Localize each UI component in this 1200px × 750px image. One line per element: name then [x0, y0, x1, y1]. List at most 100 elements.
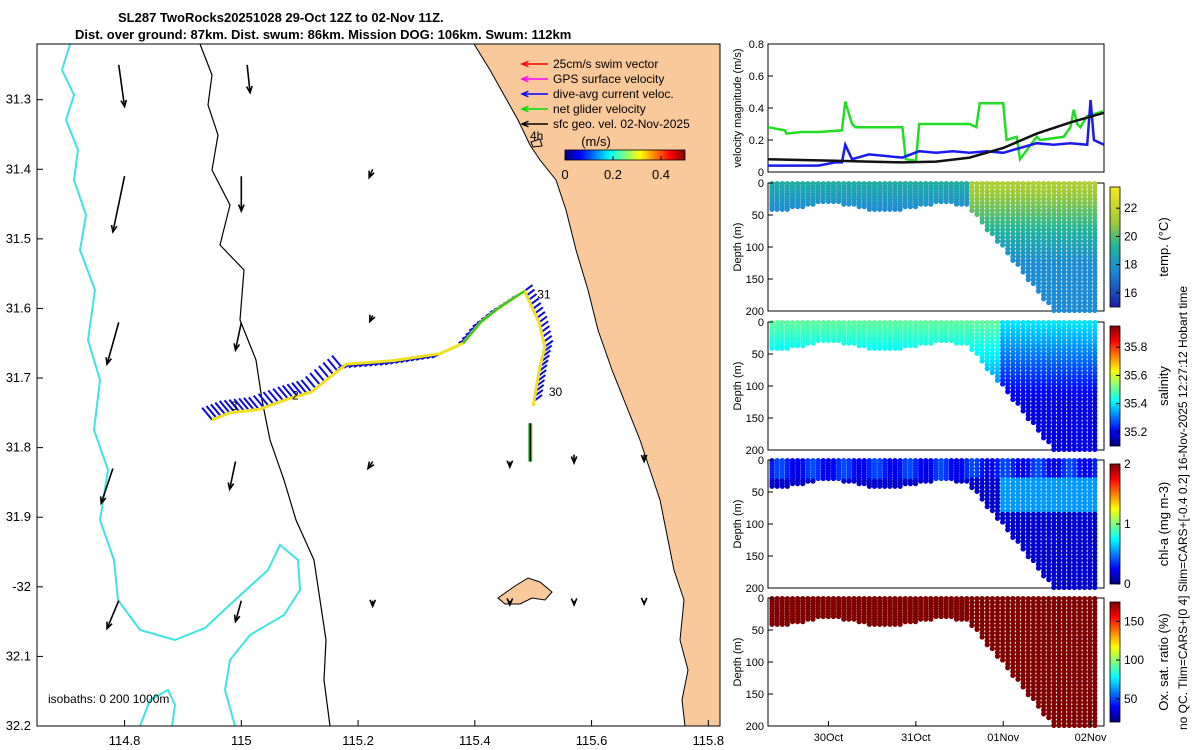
profile-sample	[1020, 335, 1026, 341]
profile-sample	[1046, 419, 1052, 426]
profile-sample	[1025, 362, 1031, 368]
profile-sample	[1056, 288, 1062, 294]
profile-sample	[810, 201, 816, 207]
profile-sample	[979, 327, 985, 333]
profile-sample	[1066, 381, 1072, 387]
profile-sample	[1082, 584, 1088, 590]
profile-sample	[1071, 350, 1077, 356]
current-vector	[248, 396, 260, 410]
profile-sample	[877, 621, 883, 627]
current-vector	[262, 391, 275, 405]
profile-sample	[1051, 188, 1057, 194]
profile-sample	[1071, 273, 1077, 279]
profile-sample	[1041, 223, 1047, 229]
profile-sample	[871, 483, 878, 489]
profile-sample	[1092, 354, 1098, 360]
profile-colorbar-tick-label: 2	[1124, 457, 1131, 471]
profile-sample	[1000, 219, 1006, 225]
profile-sample	[1087, 362, 1093, 368]
profile-sample	[1005, 373, 1011, 379]
profile-sample	[994, 362, 1001, 368]
profile-sample	[887, 206, 893, 212]
profile-sample	[1046, 288, 1052, 294]
profile-sample	[1066, 354, 1072, 360]
profile-sample	[1051, 393, 1057, 399]
profile-sample	[964, 478, 970, 484]
geo-velocity-arrow	[234, 600, 243, 622]
profile-sample	[907, 343, 913, 349]
profile-sample	[1082, 362, 1088, 368]
profile-sample	[1010, 339, 1016, 345]
profile-sample	[1010, 343, 1016, 349]
profile-sample	[1046, 358, 1052, 364]
profile-sample	[1071, 335, 1077, 341]
profile-sample	[1056, 215, 1062, 221]
profile-sample	[974, 346, 980, 353]
profile-sample	[1046, 350, 1052, 356]
profile-sample	[1087, 230, 1093, 237]
profile-sample	[1010, 211, 1016, 217]
profile-sample	[1092, 389, 1098, 395]
profile-sample	[1087, 261, 1093, 267]
profile-sample	[1076, 200, 1083, 206]
profile-ytick-label: 0	[758, 593, 764, 605]
profile-sample	[1061, 200, 1067, 206]
profile-sample	[1056, 350, 1062, 356]
profile-ytick-label: 150	[746, 413, 764, 425]
profile-sample	[969, 200, 975, 206]
profile-sample	[1092, 234, 1098, 240]
profile-sample	[856, 204, 862, 210]
profile-sample	[1025, 230, 1031, 237]
profile-sample	[1005, 350, 1011, 356]
profile-sample	[769, 483, 775, 489]
profile-sample	[994, 358, 1001, 364]
side-note: no QC. Tlim=CARS+[0 4] Slim=CARS+[-0.4 0…	[1176, 286, 1190, 730]
profile-sample	[1035, 389, 1042, 395]
profile-sample	[1030, 320, 1036, 326]
profile-sample	[1015, 400, 1021, 406]
profile-sample	[1056, 320, 1062, 326]
profile-sample	[1035, 404, 1042, 410]
profile-colorbar-tick-label: 100	[1124, 653, 1144, 667]
profile-sample	[902, 204, 908, 210]
legend-label: dive-avg current veloc.	[553, 87, 674, 101]
profile-sample	[1010, 346, 1016, 353]
profile-sample	[1030, 234, 1036, 240]
profile-sample	[882, 345, 888, 351]
profile-sample	[1015, 207, 1021, 214]
profile-sample	[1071, 204, 1077, 210]
profile-sample	[1087, 227, 1093, 233]
profile-sample	[1087, 307, 1093, 313]
profile-sample	[1082, 296, 1088, 302]
profile-sample	[1087, 277, 1093, 283]
profile-sample	[1071, 307, 1077, 313]
current-vector	[223, 399, 236, 413]
profile-sample	[1025, 219, 1031, 225]
profile-sample	[1082, 396, 1088, 403]
profile-sample	[1056, 303, 1062, 310]
profile-sample	[979, 211, 985, 217]
profile-sample	[1051, 219, 1057, 225]
profile-ylabel: Depth (m)	[732, 500, 744, 549]
profile-sample	[989, 350, 995, 356]
profile-sample	[1020, 346, 1026, 353]
profile-sample	[1015, 366, 1021, 372]
profile-sample	[1025, 254, 1031, 260]
profile-sample	[1035, 280, 1042, 287]
profile-sample	[830, 475, 837, 482]
profile-sample	[830, 337, 837, 344]
profile-sample	[1061, 181, 1067, 187]
profile-sample	[1035, 284, 1042, 290]
profile-sample	[1056, 273, 1062, 279]
profile-sample	[1071, 303, 1077, 310]
profile-sample	[923, 478, 929, 484]
profile-sample	[1041, 396, 1047, 403]
profile-sample	[1000, 192, 1006, 198]
profile-sample	[774, 621, 780, 627]
profile-sample	[1051, 254, 1057, 260]
profile-sample	[1071, 442, 1077, 449]
profile-sample	[994, 223, 1001, 229]
profile-sample	[1035, 246, 1042, 252]
profile-sample	[1076, 280, 1083, 287]
profile-sample	[1051, 346, 1057, 353]
